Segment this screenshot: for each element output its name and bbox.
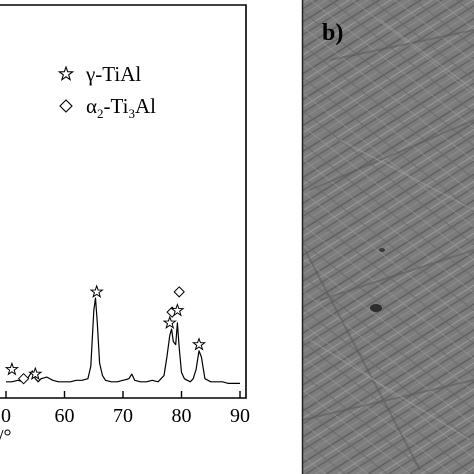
panel-label-b: b): [322, 20, 344, 46]
xrd-chart: 0 60 70 80 90 /° γ-TiAl α2-Ti3Al: [0, 4, 250, 448]
peak-star-marker: [28, 366, 43, 381]
x-axis-ticks: 0 60 70 80 90: [1, 391, 250, 427]
legend-diamond-icon: [59, 99, 73, 113]
peak-star-marker: [4, 361, 20, 376]
legend-label-gamma-tial: γ-TiAl: [85, 62, 141, 86]
peak-star-marker: [170, 302, 185, 317]
x-tick-label: 90: [230, 405, 250, 427]
x-tick-label: 70: [113, 405, 133, 427]
x-axis-label-fragment: /°: [0, 426, 12, 448]
legend-label-alpha2-ti3al: α2-Ti3Al: [86, 94, 156, 121]
x-tick-label: 60: [55, 405, 75, 427]
legend-star-icon: [57, 65, 75, 82]
micrograph-pore: [370, 304, 382, 312]
peak-star-marker: [191, 337, 207, 351]
peak-diamond-marker: [173, 286, 185, 298]
x-tick-label: 80: [172, 405, 192, 427]
legend: γ-TiAl α2-Ti3Al: [57, 62, 156, 121]
xrd-pattern-line: [6, 297, 240, 384]
micrograph-panel: [301, 0, 474, 474]
x-tick-label: 0: [1, 405, 11, 427]
peak-markers: [4, 284, 207, 385]
peak-star-marker: [162, 315, 177, 329]
peak-diamond-marker: [17, 372, 30, 385]
peak-star-marker: [89, 284, 104, 298]
